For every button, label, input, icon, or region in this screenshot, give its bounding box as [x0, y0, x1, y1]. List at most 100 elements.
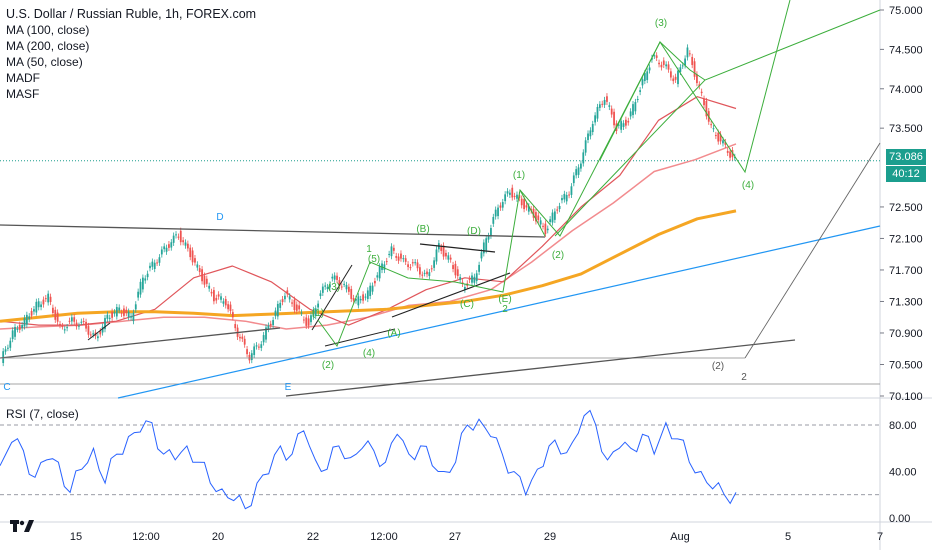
- wave-label: (3): [655, 18, 667, 29]
- candle-body: [52, 307, 54, 313]
- candle-body: [25, 314, 28, 325]
- indicator-ma-200[interactable]: MA (200, close): [6, 39, 90, 53]
- candle-body: [260, 344, 263, 348]
- price-tick-label: 71.300: [889, 296, 923, 308]
- candle-body: [513, 195, 516, 197]
- candle-body: [310, 315, 312, 323]
- candle-body: [201, 269, 203, 282]
- candle-body: [421, 274, 424, 276]
- candle-body: [227, 304, 230, 310]
- wave-label: E: [285, 382, 292, 393]
- time-tick-label: 12:00: [370, 531, 398, 543]
- candle-body: [265, 327, 267, 340]
- time-tick-label: 29: [544, 531, 556, 543]
- candle-body: [662, 60, 665, 65]
- candle-body: [66, 327, 69, 329]
- candle-body: [388, 253, 391, 255]
- candle-body: [565, 195, 568, 202]
- wave-label: (E): [498, 294, 511, 305]
- indicator-ma-100[interactable]: MA (100, close): [6, 23, 90, 37]
- candle-body: [106, 314, 109, 319]
- candle-body: [101, 326, 104, 333]
- candle-body: [639, 90, 642, 92]
- candle-body: [305, 317, 308, 326]
- wave-label: C: [3, 382, 10, 393]
- time-tick-label: 22: [307, 531, 319, 543]
- candle-body: [667, 64, 670, 70]
- candle-body: [362, 294, 364, 301]
- candle-body: [653, 55, 656, 57]
- candle-body: [397, 256, 400, 261]
- candle-body: [629, 111, 632, 117]
- candle-body: [246, 349, 248, 355]
- candle-body: [324, 285, 327, 287]
- candle-body: [196, 264, 199, 268]
- candle-body: [535, 212, 537, 222]
- rsi-legend[interactable]: RSI (7, close): [6, 407, 79, 421]
- candle-body: [35, 301, 38, 313]
- candle-body: [40, 304, 42, 308]
- candle-body: [440, 247, 443, 251]
- candle-body: [511, 187, 514, 198]
- candle-body: [501, 202, 504, 208]
- candle-body: [601, 103, 604, 105]
- candle-body: [127, 311, 130, 318]
- candle-body: [255, 345, 258, 347]
- indicator-ma-50[interactable]: MA (50, close): [6, 55, 83, 69]
- candle-body: [553, 211, 556, 220]
- candle-body: [591, 124, 594, 133]
- symbol-title[interactable]: U.S. Dollar / Russian Ruble, 1h, FOREX.c…: [6, 7, 257, 21]
- price-tick-label: 74.000: [889, 84, 923, 96]
- candle-body: [459, 277, 462, 280]
- candle-body: [165, 247, 168, 252]
- candle-body: [400, 253, 402, 259]
- candle-body: [269, 323, 272, 326]
- candle-body: [570, 186, 573, 195]
- candle-body: [250, 353, 253, 361]
- candle-body: [37, 301, 40, 308]
- candle-body: [428, 272, 431, 277]
- small-trendline: [87, 322, 111, 341]
- candle-body: [352, 298, 355, 301]
- indicator-madf[interactable]: MADF: [6, 71, 40, 85]
- wave-label: (4): [363, 348, 375, 359]
- candle-body: [108, 317, 111, 319]
- triangle-top: [419, 243, 496, 253]
- candle-body: [125, 309, 128, 314]
- candle-body: [28, 316, 31, 320]
- candle-body: [508, 192, 511, 195]
- candle-body: [168, 244, 170, 248]
- candle-body: [345, 285, 348, 290]
- candle-body: [383, 264, 386, 270]
- candle-body: [243, 338, 246, 345]
- wave-label: (A): [387, 328, 400, 339]
- candle-body: [172, 235, 175, 243]
- candle-body: [87, 326, 90, 335]
- candle-body: [343, 283, 346, 285]
- candle-body: [364, 296, 367, 298]
- candle-body: [374, 280, 376, 284]
- candle-body: [452, 265, 454, 270]
- candle-body: [596, 106, 599, 119]
- candle-body: [54, 309, 57, 320]
- candle-body: [693, 61, 696, 77]
- candle-body: [371, 285, 374, 292]
- candle-body: [350, 288, 353, 299]
- candle-body: [189, 247, 192, 258]
- candle-body: [231, 312, 234, 318]
- candle-body: [636, 98, 639, 100]
- candle-body: [463, 287, 466, 290]
- candle-body: [733, 156, 736, 158]
- candle-body: [568, 194, 570, 196]
- candle-body: [433, 260, 436, 268]
- candle-body: [284, 295, 286, 300]
- candle-body: [59, 324, 61, 326]
- indicator-masf[interactable]: MASF: [6, 87, 40, 101]
- time-tick-label: Aug: [670, 531, 690, 543]
- candle-body: [414, 262, 417, 264]
- candle-body: [210, 291, 213, 294]
- wave-label: (2): [712, 361, 724, 372]
- candle-body: [279, 302, 282, 308]
